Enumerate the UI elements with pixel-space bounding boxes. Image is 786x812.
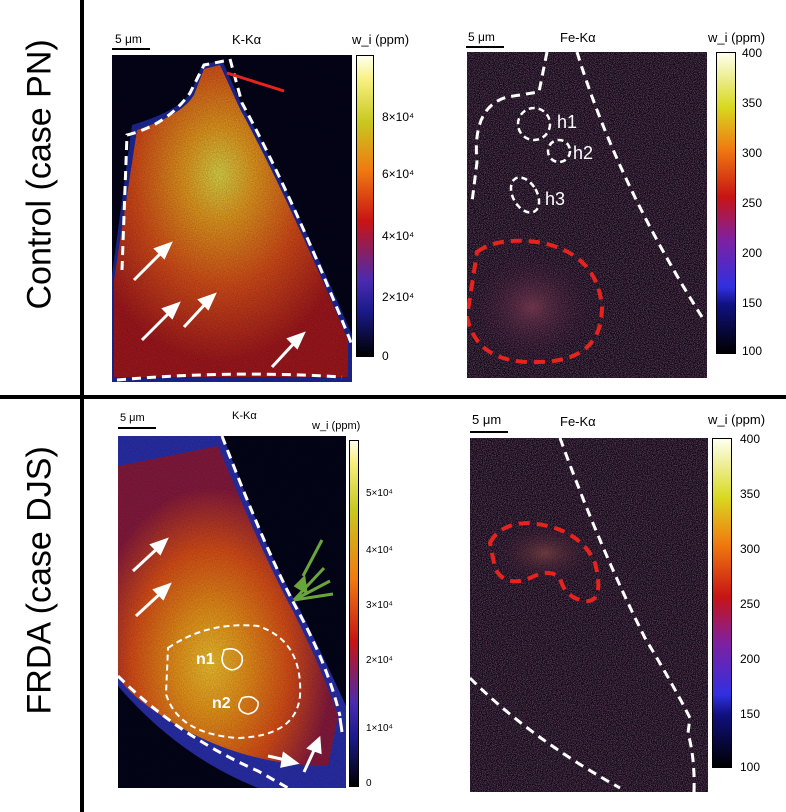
fe-map-frda xyxy=(470,438,708,792)
colorbar-tick: 400 xyxy=(742,46,763,60)
colorbar-tick: 6×10⁴ xyxy=(382,167,415,181)
colorbar-tick: 0 xyxy=(382,349,389,363)
colorbar-fe-control xyxy=(716,52,736,354)
colorbar-tick: 250 xyxy=(742,196,763,210)
fe-map-control: h1 h2 h3 xyxy=(467,52,707,378)
colorbar-tick: 350 xyxy=(740,487,761,501)
colorbar-unit: w_i (ppm) xyxy=(708,412,766,427)
panel-title: K-Kα xyxy=(232,32,262,47)
colorbar-tick: 200 xyxy=(740,652,761,666)
colorbar-tick: 3×10⁴ xyxy=(366,600,393,611)
region-label: h2 xyxy=(573,143,593,163)
colorbar-tick: 2×10⁴ xyxy=(366,655,393,666)
colorbar-tick: 100 xyxy=(742,344,763,358)
colorbar-tick: 1×10⁴ xyxy=(366,723,393,734)
colorbar-tick: 250 xyxy=(740,597,761,611)
scale-bar xyxy=(118,427,156,429)
colorbar-k-control xyxy=(356,55,374,357)
colorbar-tick: 150 xyxy=(742,296,763,310)
colorbar-tick: 100 xyxy=(740,760,761,774)
panel-title: K-Kα xyxy=(232,410,257,422)
colorbar-tick: 5×10⁴ xyxy=(366,488,393,499)
k-map-frda: n1 n2 xyxy=(118,436,346,788)
colorbar-tick: 150 xyxy=(740,707,761,721)
region-label: h1 xyxy=(557,112,577,132)
colorbar-tick: 0 xyxy=(366,778,372,789)
colorbar-tick: 2×10⁴ xyxy=(382,290,415,304)
colorbar-tick: 8×10⁴ xyxy=(382,110,415,124)
colorbar-tick: 400 xyxy=(740,432,761,446)
colorbar-tick: 4×10⁴ xyxy=(382,229,415,243)
colorbar-unit: w_i (ppm) xyxy=(312,420,361,432)
scale-bar xyxy=(466,46,504,48)
colorbar-tick: 300 xyxy=(740,542,761,556)
scale-bar xyxy=(112,48,150,50)
colorbar-tick: 300 xyxy=(742,146,763,160)
row-label-control: Control (case PN) xyxy=(20,39,59,310)
panel-title: Fe-Kα xyxy=(560,30,596,45)
colorbar-fe-frda xyxy=(712,438,732,768)
horizontal-divider xyxy=(0,395,786,399)
scale-label: 5 μm xyxy=(472,412,502,427)
colorbar-tick: 4×10⁴ xyxy=(366,545,393,556)
region-label: h3 xyxy=(545,189,565,209)
scale-label: 5 μm xyxy=(468,30,495,44)
region-label: n1 xyxy=(196,651,215,668)
scale-label: 5 μm xyxy=(115,32,142,46)
colorbar-tick: 350 xyxy=(742,96,763,110)
scale-label: 5 μm xyxy=(120,412,145,424)
region-label: n2 xyxy=(212,695,231,712)
scale-bar xyxy=(470,431,508,433)
colorbar-unit: w_i (ppm) xyxy=(352,32,410,47)
colorbar-tick: 200 xyxy=(742,246,763,260)
colorbar-unit: w_i (ppm) xyxy=(708,30,766,45)
colorbar-k-frda xyxy=(349,440,359,787)
vertical-divider xyxy=(80,0,84,812)
panel-title: Fe-Kα xyxy=(560,414,596,429)
row-label-frda: FRDA (case DJS) xyxy=(20,446,59,715)
k-map-control xyxy=(112,55,352,382)
